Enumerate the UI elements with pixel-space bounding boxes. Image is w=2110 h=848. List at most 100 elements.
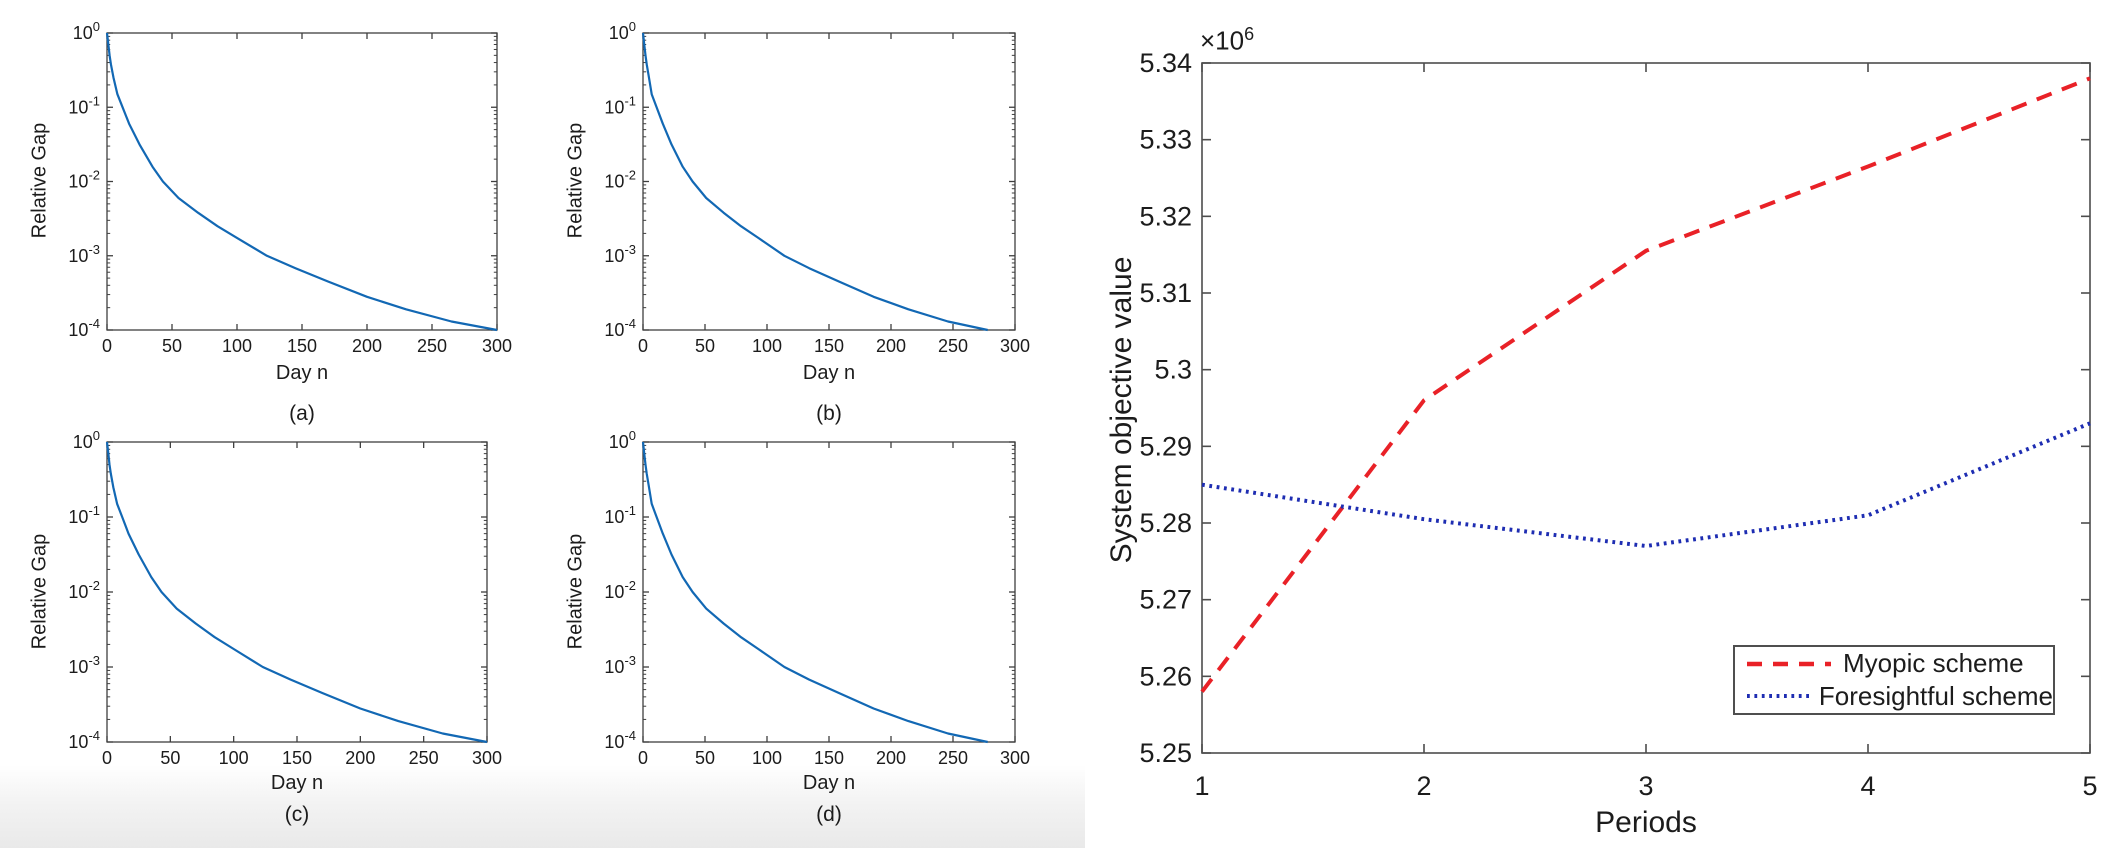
y-tick-label: 10-3 <box>68 242 100 266</box>
x-tick-label: 0 <box>102 336 112 356</box>
legend-entry-myopic: Myopic scheme <box>1745 648 2053 679</box>
subplot-b-caption: (b) <box>816 402 842 425</box>
subplot-d-xlabel: Day n <box>802 772 856 794</box>
subplot-c-frame <box>106 441 488 743</box>
x-tick-label: 100 <box>219 748 249 768</box>
subplot-b-frame <box>642 32 1016 331</box>
subplot-d-frame <box>642 441 1016 743</box>
y-tick-label: 100 <box>73 19 100 43</box>
x-tick-label: 50 <box>695 748 715 768</box>
y-tick-label: 5.32 <box>1139 201 1192 231</box>
y-tick-label: 10-1 <box>604 503 636 527</box>
subplot-a-caption: (a) <box>289 402 315 425</box>
x-tick-label: 100 <box>752 336 782 356</box>
main-ylabel: System objective value <box>1105 256 1138 564</box>
x-tick-label: 150 <box>814 748 844 768</box>
x-tick-label: 50 <box>695 336 715 356</box>
y-tick-label: 5.3 <box>1154 355 1192 385</box>
subplot-a-frame <box>106 32 498 331</box>
y-tick-label: 10-3 <box>604 242 636 266</box>
y-tick-label: 5.28 <box>1139 508 1192 538</box>
subplot-d-ylabel: Relative Gap <box>564 533 587 650</box>
x-tick-label: 100 <box>222 336 252 356</box>
x-tick-label: 50 <box>160 748 180 768</box>
subplot-c-xlabel: Day n <box>270 772 324 794</box>
y-tick-label: 10-2 <box>604 168 636 192</box>
y-tick-label: 10-3 <box>604 653 636 677</box>
y-tick-label: 10-2 <box>68 578 100 602</box>
x-tick-label: 5 <box>2082 771 2097 801</box>
main-xlabel: Periods <box>1595 806 1697 839</box>
x-tick-label: 250 <box>417 336 447 356</box>
x-tick-label: 200 <box>352 336 382 356</box>
x-tick-label: 3 <box>1638 771 1653 801</box>
y-tick-label: 100 <box>609 428 636 452</box>
y-tick-label: 5.34 <box>1139 48 1192 78</box>
legend-label-foresightful: Foresightful scheme <box>1818 680 2053 711</box>
y-tick-label: 5.29 <box>1139 431 1192 461</box>
y-tick-label: 10-1 <box>68 93 100 117</box>
y-tick-label: 10-4 <box>68 316 100 340</box>
subplot-a-ylabel: Relative Gap <box>28 122 51 239</box>
subplot-c-caption: (c) <box>284 803 310 826</box>
multiplier-base: ×10 <box>1200 25 1245 56</box>
page-bottom-shadow <box>0 765 1085 848</box>
subplot-d-caption: (d) <box>816 803 842 826</box>
legend-entry-foresightful: Foresightful scheme <box>1745 681 2053 712</box>
foresightful-dotted-line-sample <box>1747 694 1809 699</box>
y-tick-label: 10-2 <box>68 168 100 192</box>
y-tick-label: 100 <box>609 19 636 43</box>
multiplier-exponent: 6 <box>1244 24 1255 44</box>
subplot-b-curve <box>641 32 988 332</box>
subplot-b-xlabel: Day n <box>802 362 856 384</box>
y-tick-label: 5.27 <box>1139 585 1192 615</box>
x-tick-label: 0 <box>638 336 648 356</box>
y-tick-label: 5.25 <box>1139 738 1192 768</box>
x-tick-label: 50 <box>162 336 182 356</box>
x-tick-label: 0 <box>102 748 112 768</box>
legend-box: Myopic scheme Foresightful scheme <box>1733 645 2055 715</box>
y-tick-label: 10-4 <box>604 728 636 752</box>
subplot-c-ylabel: Relative Gap <box>28 533 51 650</box>
x-tick-label: 250 <box>938 748 968 768</box>
x-tick-label: 150 <box>814 336 844 356</box>
y-tick-label: 10-4 <box>604 316 636 340</box>
y-tick-label: 10-3 <box>68 653 100 677</box>
x-tick-label: 200 <box>876 748 906 768</box>
x-tick-label: 200 <box>876 336 906 356</box>
y-tick-label: 100 <box>73 428 100 452</box>
subplot-d-curve <box>641 441 988 744</box>
y-tick-label: 10-1 <box>604 93 636 117</box>
subplot-a-xlabel: Day n <box>275 362 329 384</box>
x-tick-label: 200 <box>345 748 375 768</box>
x-tick-label: 100 <box>752 748 782 768</box>
x-tick-label: 150 <box>282 748 312 768</box>
x-tick-label: 300 <box>1000 748 1030 768</box>
x-tick-label: 300 <box>472 748 502 768</box>
curve-myopic-scheme <box>1200 76 2091 693</box>
x-tick-label: 0 <box>638 748 648 768</box>
y-tick-label: 5.26 <box>1139 661 1192 691</box>
y-tick-label: 10-4 <box>68 728 100 752</box>
y-tick-label: 5.33 <box>1139 125 1192 155</box>
curve-foresightful-scheme <box>1201 421 2091 548</box>
subplot-a-curve <box>105 32 498 332</box>
subplot-c-curve <box>105 441 488 744</box>
y-tick-label: 10-1 <box>68 503 100 527</box>
subplot-b-ylabel: Relative Gap <box>564 122 587 239</box>
x-tick-label: 150 <box>287 336 317 356</box>
x-tick-label: 300 <box>1000 336 1030 356</box>
y-axis-multiplier: ×106 <box>1200 24 1254 57</box>
x-tick-label: 4 <box>1860 771 1875 801</box>
y-tick-label: 10-2 <box>604 578 636 602</box>
legend-label-myopic: Myopic scheme <box>1843 648 2024 679</box>
y-tick-label: 5.31 <box>1139 278 1192 308</box>
x-tick-label: 250 <box>409 748 439 768</box>
x-tick-label: 300 <box>482 336 512 356</box>
myopic-dashed-line-sample <box>1747 661 1831 667</box>
x-tick-label: 250 <box>938 336 968 356</box>
x-tick-label: 1 <box>1194 771 1209 801</box>
x-tick-label: 2 <box>1416 771 1431 801</box>
